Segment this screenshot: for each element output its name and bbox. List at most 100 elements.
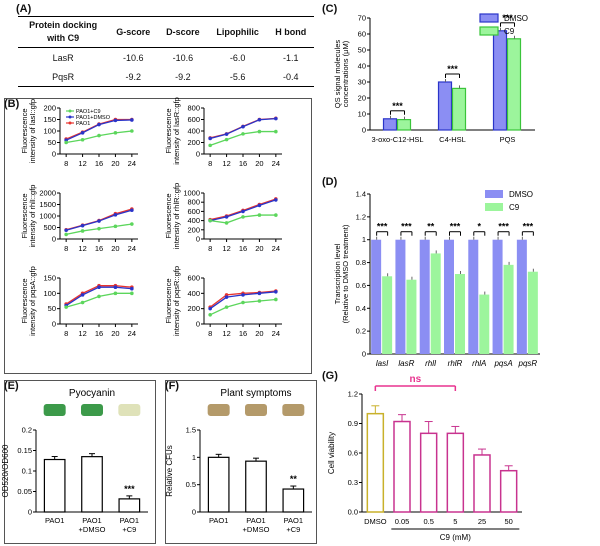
data-point [208,143,212,148]
data-point [130,291,134,296]
legend-label: PAO1 [76,121,90,127]
x-tick-label: lasR [398,359,414,368]
x-tick-label: 12 [78,244,86,253]
header-line1: Protein docking [29,20,98,30]
sample-thumbnail [207,404,230,416]
panel-e-frame [4,380,156,544]
x-tick-label: 16 [239,329,247,338]
legend-label: DMSO [504,14,528,23]
data-point [113,291,118,296]
significance-label: *** [392,101,403,111]
bar [396,118,412,131]
y-tick-label: 1 [192,453,196,462]
data-point [97,219,101,223]
data-point [274,213,278,217]
y-axis-label-line2: (Relative to DMSO treatment) [341,224,350,323]
data-point [64,140,68,145]
x-tick-label: 24 [272,244,280,253]
table-header-lipophilic: Lipophilic [216,27,259,37]
y-tick-label: 1500 [39,200,56,209]
y-tick-label: 400 [187,216,200,225]
significance-label: *** [502,13,513,23]
table-header-gscore: G-score [116,27,151,37]
cell-value: -1.1 [283,52,299,63]
data-point [241,124,245,129]
data-point [130,286,134,291]
y-tick-label: 0.2 [356,327,366,336]
bar [382,118,398,131]
x-tick-label: rhlI [425,359,437,368]
y-tick-label: 0 [52,150,56,159]
data-point [113,131,118,135]
y-axis-label-line1: Fluorescence [20,193,29,238]
bar [492,30,508,131]
y-tick-label: 0.4 [356,304,366,313]
data-point [130,222,134,226]
data-point [224,137,229,142]
bar [207,456,230,513]
sample-thumbnail [245,404,267,416]
y-tick-label: 200 [187,304,200,313]
x-tick-label: 20 [255,329,263,338]
bar [444,239,454,354]
data-point [80,293,85,297]
panel-label-e: (E) [4,380,19,392]
data-point [257,203,262,208]
data-point [208,218,212,223]
y-tick-label: 0.3 [348,478,358,487]
data-point [274,290,278,294]
x-tick-label: 3-oxo-C12-HSL [371,135,423,144]
ns-label: ns [409,374,421,385]
bar [516,239,527,354]
y-tick-label: 0.1 [22,467,32,476]
data-point [64,232,68,237]
x-tick-label: 12 [78,159,86,168]
x-tick-label: DMSO [364,517,387,526]
x-tick-label: 24 [272,159,280,168]
x-axis-label: C9 (mM) [440,533,471,542]
data-point [208,306,212,311]
bar [451,87,467,131]
x-tick-label: 20 [111,329,119,338]
data-point [224,305,229,309]
data-point [241,132,245,136]
bar [395,239,406,354]
data-point [130,118,134,122]
y-tick-label: 50 [48,304,56,313]
table-header-dscore: D-score [166,27,200,37]
header-line2: with C9 [47,33,80,43]
bar [393,420,411,513]
x-tick-label: +DMSO [79,525,106,534]
cell-value: -10.6 [123,52,144,63]
y-tick-label: 40 [358,62,366,71]
data-point [97,226,101,231]
data-point [274,129,278,134]
row-name: LasR [52,52,74,63]
x-tick-label: +DMSO [243,525,270,534]
panel-label-a: (A) [16,3,32,15]
data-point [80,131,85,135]
panel-b-frame [4,98,312,374]
x-tick-label: 8 [64,159,68,168]
y-tick-label: 1.4 [356,190,366,199]
significance-label: *** [450,222,461,232]
bar [468,239,479,354]
legend-label: DMSO [509,190,533,199]
y-tick-label: 1.2 [348,390,358,399]
x-tick-label: rhlA [472,359,486,368]
y-tick-label: 400 [187,289,200,298]
y-axis-label-line2: intensity of pqsR::gfp [172,266,181,336]
data-point [97,294,101,299]
x-tick-label: 24 [128,244,136,253]
x-tick-label: 12 [78,329,86,338]
y-tick-label: 2000 [39,189,56,198]
y-tick-label: 600 [187,115,200,124]
row-name: PqsR [52,71,75,82]
sample-thumbnail [282,404,305,416]
legend-swatch [485,190,503,198]
y-tick-label: 0.0 [348,508,358,517]
x-tick-label: +C9 [122,525,136,534]
data-point [64,228,68,233]
y-axis-label-line1: Fluorescence [164,193,173,238]
legend-marker [68,109,72,113]
